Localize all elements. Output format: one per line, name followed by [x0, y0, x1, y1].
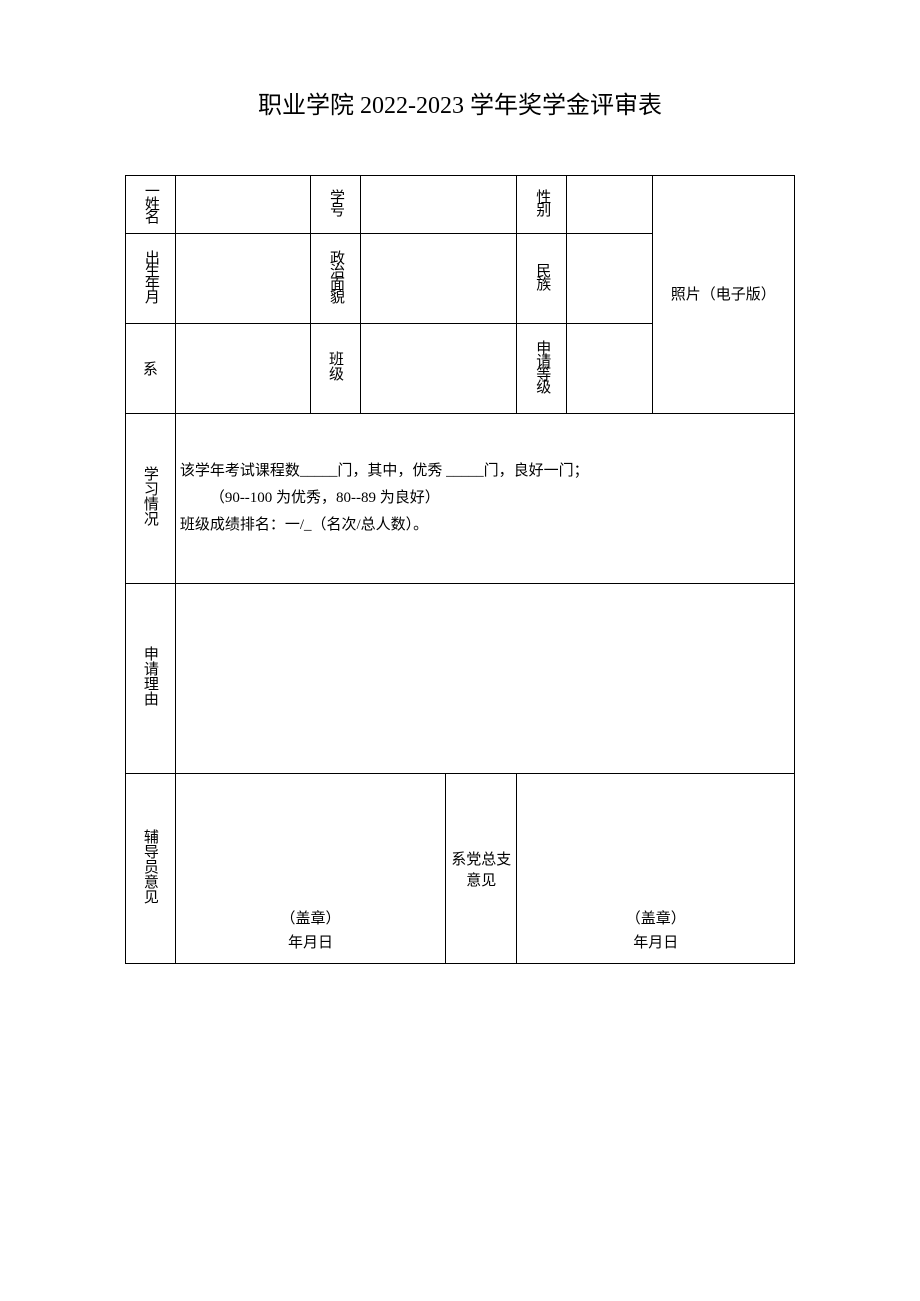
value-name[interactable]	[175, 176, 310, 234]
party-date: 年月日	[521, 931, 790, 955]
label-grade: 申请等级	[517, 324, 567, 414]
label-tutor-opinion: 辅导员意见	[126, 774, 176, 964]
photo-cell[interactable]: 照片（电子版）	[652, 176, 794, 414]
label-party-opinion: 系党总支意见	[446, 774, 517, 964]
tutor-seal: （盖章）	[180, 907, 441, 931]
label-department: 系	[126, 324, 176, 414]
scholarship-form-table: 一姓名 学号 性别 照片（电子版） 出生年月 政治面貌 民族 系 班级 申请等级…	[125, 175, 795, 964]
study-line3: 班级成绩排名：一/_（名次/总人数）。	[180, 512, 790, 539]
label-ethnicity: 民族	[517, 234, 567, 324]
label-reason: 申请理由	[126, 584, 176, 774]
value-student-id[interactable]	[360, 176, 517, 234]
study-line1: 该学年考试课程数_____门，其中，优秀 _____门，良好一门；	[180, 458, 790, 485]
value-class[interactable]	[360, 324, 517, 414]
label-birth: 出生年月	[126, 234, 176, 324]
value-grade[interactable]	[567, 324, 652, 414]
value-gender[interactable]	[567, 176, 652, 234]
tutor-date: 年月日	[180, 931, 441, 955]
value-ethnicity[interactable]	[567, 234, 652, 324]
value-political[interactable]	[360, 234, 517, 324]
value-reason[interactable]	[175, 584, 794, 774]
value-birth[interactable]	[175, 234, 310, 324]
party-seal: （盖章）	[521, 907, 790, 931]
study-content[interactable]: 该学年考试课程数_____门，其中，优秀 _____门，良好一门； （90--1…	[175, 414, 794, 584]
label-political: 政治面貌	[311, 234, 361, 324]
label-gender: 性别	[517, 176, 567, 234]
page-title: 职业学院 2022-2023 学年奖学金评审表	[125, 85, 795, 120]
value-department[interactable]	[175, 324, 310, 414]
study-line2: （90--100 为优秀，80--89 为良好）	[180, 485, 790, 512]
party-opinion-cell[interactable]: （盖章） 年月日	[517, 774, 795, 964]
label-study: 学习情况	[126, 414, 176, 584]
label-student-id: 学号	[311, 176, 361, 234]
tutor-opinion-cell[interactable]: （盖章） 年月日	[175, 774, 445, 964]
label-name: 一姓名	[126, 176, 176, 234]
label-class: 班级	[311, 324, 361, 414]
